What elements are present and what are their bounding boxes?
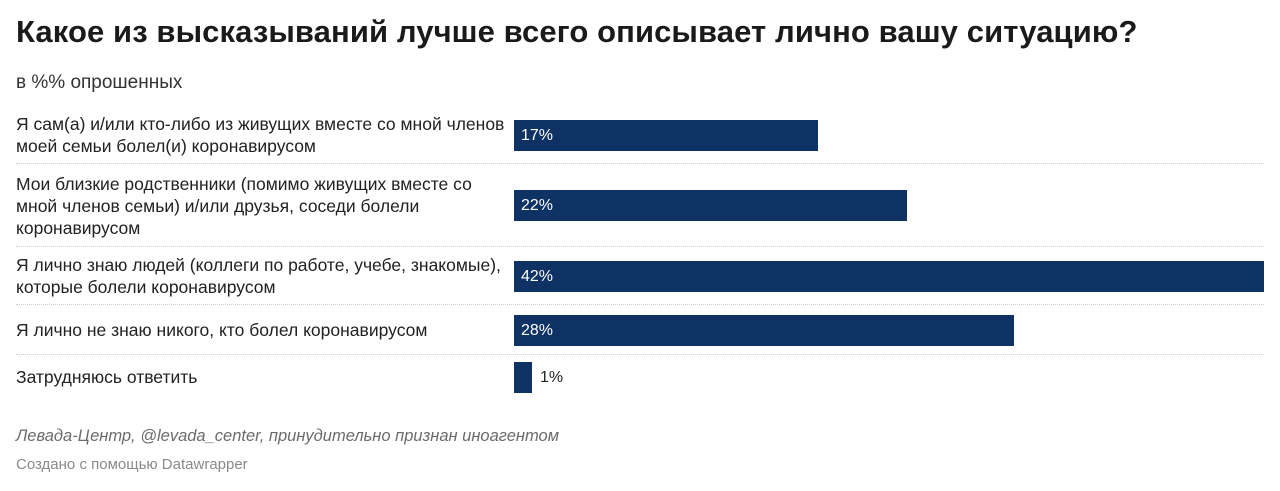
category-label: Затрудняюсь ответить — [16, 367, 198, 387]
bar-row: Я лично не знаю никого, кто болел корона… — [16, 305, 1264, 355]
chart-title: Какое из высказываний лучше всего описыв… — [16, 14, 1138, 49]
category-label: Я лично не знаю никого, кто болел корона… — [16, 320, 428, 340]
value-label: 1% — [540, 369, 564, 386]
value-label: 17% — [521, 127, 554, 144]
bar — [514, 261, 1264, 292]
value-label: 42% — [521, 268, 554, 285]
bar — [514, 190, 907, 221]
bar — [514, 120, 818, 151]
value-label: 22% — [521, 197, 554, 214]
bar — [514, 315, 1014, 346]
category-label: Я лично знаю людей (коллеги по работе, у… — [16, 255, 501, 297]
chart-subtitle: в %% опрошенных — [16, 72, 183, 93]
bar-row: Затрудняюсь ответить 1% — [16, 355, 1264, 399]
bar-row: Мои близкие родственники (помимо живущих… — [16, 164, 1264, 247]
chart-source: Левада-Центр, @levada_center, принудител… — [16, 427, 560, 445]
value-label: 28% — [521, 322, 554, 339]
category-label: Я сам(а) и/или кто-либо из живущих вмест… — [16, 114, 505, 156]
bar — [514, 362, 532, 393]
category-label: Мои близкие родственники (помимо живущих… — [16, 174, 472, 238]
bar-row: Я лично знаю людей (коллеги по работе, у… — [16, 247, 1264, 305]
bar-row: Я сам(а) и/или кто-либо из живущих вмест… — [16, 106, 1264, 164]
chart-credit: Создано с помощью Datawrapper — [16, 456, 248, 473]
